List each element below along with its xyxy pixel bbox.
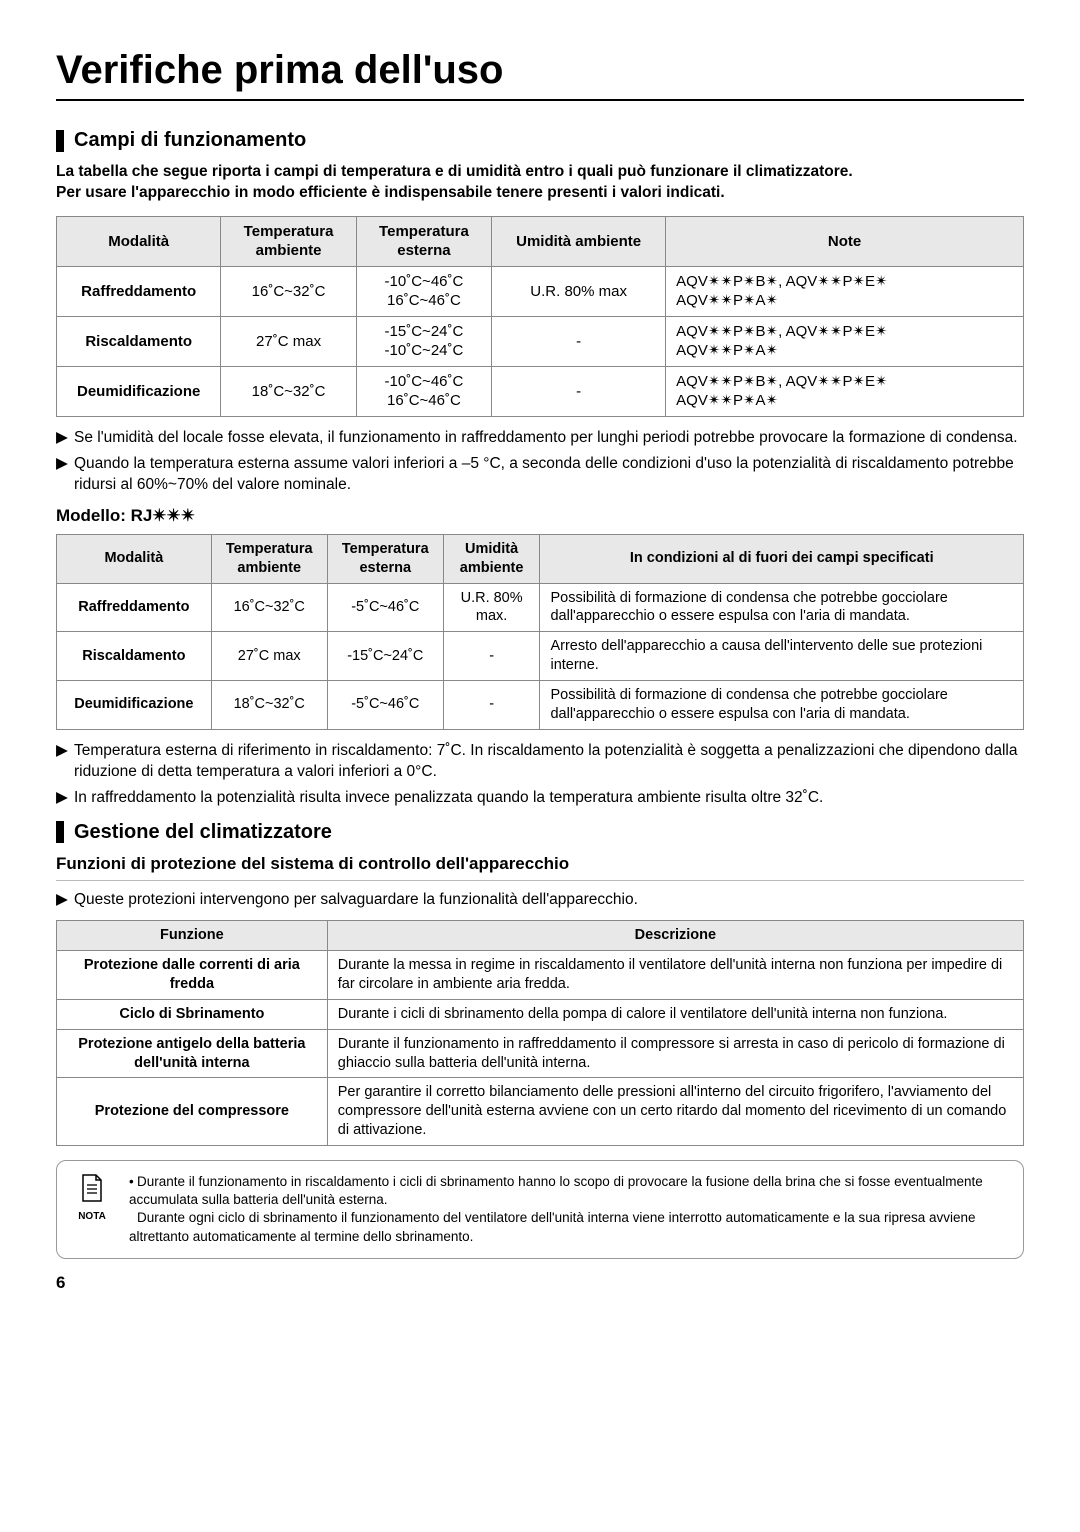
list-item-text: Temperatura esterna di riferimento in ri… <box>74 740 1024 783</box>
cell-mode: Deumidificazione <box>57 366 221 416</box>
cell-ext: -10˚C~46˚C16˚C~46˚C <box>356 266 491 316</box>
cell-function: Ciclo di Sbrinamento <box>57 999 328 1029</box>
cell-description: Durante il funzionamento in raffreddamen… <box>327 1029 1023 1078</box>
note-icon <box>79 1173 105 1203</box>
col-amb-temp: Temperatura ambiente <box>221 216 356 266</box>
col-amb-temp: Temperatura ambiente <box>211 534 327 583</box>
arrow-icon: ▶ <box>56 453 74 496</box>
cell-note: AQV✴✴P✴B✴, AQV✴✴P✴E✴AQV✴✴P✴A✴ <box>666 316 1024 366</box>
model-heading: Modello: RJ✴✴✴ <box>56 506 1024 526</box>
table-row: Deumidificazione18˚C~32˚C-10˚C~46˚C16˚C~… <box>57 366 1024 416</box>
cell-cond: Arresto dell'apparecchio a causa dell'in… <box>540 632 1024 681</box>
cell-ext: -15˚C~24˚C <box>327 632 443 681</box>
cell-function: Protezione antigelo della batteria dell'… <box>57 1029 328 1078</box>
cell-mode: Deumidificazione <box>57 680 212 729</box>
cell-hum: U.R. 80% max <box>492 266 666 316</box>
list-item-text: Quando la temperatura esterna assume val… <box>74 453 1024 496</box>
note-box: NOTA •Durante il funzionamento in riscal… <box>56 1160 1024 1259</box>
notes-list-3: ▶Queste protezioni intervengono per salv… <box>56 889 1024 911</box>
protection-functions-table: Funzione Descrizione Protezione dalle co… <box>56 920 1024 1146</box>
intro-paragraph: La tabella che segue riporta i campi di … <box>56 162 1024 204</box>
note-label: NOTA <box>71 1210 113 1224</box>
cell-amb: 18˚C~32˚C <box>221 366 356 416</box>
cell-mode: Riscaldamento <box>57 632 212 681</box>
col-mode: Modalità <box>57 216 221 266</box>
model-ranges-table: Modalità Temperatura ambiente Temperatur… <box>56 534 1024 730</box>
table-row: Riscaldamento27˚C max-15˚C~24˚C-10˚C~24˚… <box>57 316 1024 366</box>
arrow-icon: ▶ <box>56 787 74 809</box>
cell-amb: 27˚C max <box>211 632 327 681</box>
section-operating-ranges-header: Campi di funzionamento <box>56 129 1024 152</box>
col-mode: Modalità <box>57 534 212 583</box>
cell-mode: Raffreddamento <box>57 266 221 316</box>
cell-amb: 16˚C~32˚C <box>221 266 356 316</box>
table-row: Ciclo di SbrinamentoDurante i cicli di s… <box>57 999 1024 1029</box>
cell-function: Protezione del compressore <box>57 1078 328 1146</box>
cell-mode: Raffreddamento <box>57 583 212 632</box>
cell-ext: -5˚C~46˚C <box>327 680 443 729</box>
cell-description: Durante i cicli di sbrinamento della pom… <box>327 999 1023 1029</box>
list-item-text: Se l'umidità del locale fosse elevata, i… <box>74 427 1024 449</box>
operating-ranges-table: Modalità Temperatura ambiente Temperatur… <box>56 216 1024 417</box>
table-row: Protezione antigelo della batteria dell'… <box>57 1029 1024 1078</box>
section-bar-icon <box>56 821 64 843</box>
table-row: Raffreddamento16˚C~32˚C-5˚C~46˚CU.R. 80%… <box>57 583 1024 632</box>
table-row: Protezione del compressorePer garantire … <box>57 1078 1024 1146</box>
cell-hum: - <box>443 632 540 681</box>
list-item: ▶Se l'umidità del locale fosse elevata, … <box>56 427 1024 449</box>
arrow-icon: ▶ <box>56 740 74 783</box>
list-item: ▶In raffreddamento la potenzialità risul… <box>56 787 1024 809</box>
cell-hum: - <box>443 680 540 729</box>
notes-list-1: ▶Se l'umidità del locale fosse elevata, … <box>56 427 1024 496</box>
table-row: Riscaldamento27˚C max-15˚C~24˚C-Arresto … <box>57 632 1024 681</box>
cell-ext: -10˚C~46˚C16˚C~46˚C <box>356 366 491 416</box>
section-management-title: Gestione del climatizzatore <box>74 821 332 844</box>
note-icon-column: NOTA <box>71 1173 113 1246</box>
col-ext-temp: Temperatura esterna <box>327 534 443 583</box>
table-row: Raffreddamento16˚C~32˚C-10˚C~46˚C16˚C~46… <box>57 266 1024 316</box>
list-item-text: In raffreddamento la potenzialità risult… <box>74 787 1024 809</box>
cell-note: AQV✴✴P✴B✴, AQV✴✴P✴E✴AQV✴✴P✴A✴ <box>666 366 1024 416</box>
cell-cond: Possibilità di formazione di condensa ch… <box>540 583 1024 632</box>
section-operating-ranges-title: Campi di funzionamento <box>74 129 306 152</box>
cell-note: AQV✴✴P✴B✴, AQV✴✴P✴E✴AQV✴✴P✴A✴ <box>666 266 1024 316</box>
list-item: ▶Temperatura esterna di riferimento in r… <box>56 740 1024 783</box>
arrow-icon: ▶ <box>56 427 74 449</box>
page-number: 6 <box>56 1273 1024 1293</box>
list-item: ▶Quando la temperatura esterna assume va… <box>56 453 1024 496</box>
list-item: ▶Queste protezioni intervengono per salv… <box>56 889 1024 911</box>
cell-amb: 27˚C max <box>221 316 356 366</box>
table-row: Deumidificazione18˚C~32˚C-5˚C~46˚C-Possi… <box>57 680 1024 729</box>
notes-list-2: ▶Temperatura esterna di riferimento in r… <box>56 740 1024 809</box>
cell-ext: -5˚C~46˚C <box>327 583 443 632</box>
protection-functions-heading: Funzioni di protezione del sistema di co… <box>56 854 1024 874</box>
col-description: Descrizione <box>327 921 1023 951</box>
page-title: Verifiche prima dell'uso <box>56 48 1024 101</box>
cell-hum: - <box>492 366 666 416</box>
cell-amb: 16˚C~32˚C <box>211 583 327 632</box>
cell-function: Protezione dalle correnti di aria fredda <box>57 951 328 1000</box>
cell-hum: U.R. 80% max. <box>443 583 540 632</box>
col-notes: Note <box>666 216 1024 266</box>
cell-description: Durante la messa in regime in riscaldame… <box>327 951 1023 1000</box>
divider <box>56 880 1024 881</box>
cell-cond: Possibilità di formazione di condensa ch… <box>540 680 1024 729</box>
col-conditions: In condizioni al di fuori dei campi spec… <box>540 534 1024 583</box>
list-item-text: Queste protezioni intervengono per salva… <box>74 889 1024 911</box>
col-ext-temp: Temperatura esterna <box>356 216 491 266</box>
col-humidity: Umidità ambiente <box>443 534 540 583</box>
cell-mode: Riscaldamento <box>57 316 221 366</box>
cell-amb: 18˚C~32˚C <box>211 680 327 729</box>
cell-ext: -15˚C~24˚C-10˚C~24˚C <box>356 316 491 366</box>
section-bar-icon <box>56 130 64 152</box>
col-function: Funzione <box>57 921 328 951</box>
section-management-header: Gestione del climatizzatore <box>56 821 1024 844</box>
cell-description: Per garantire il corretto bilanciamento … <box>327 1078 1023 1146</box>
cell-hum: - <box>492 316 666 366</box>
arrow-icon: ▶ <box>56 889 74 911</box>
note-text: •Durante il funzionamento in riscaldamen… <box>129 1173 1009 1246</box>
col-humidity: Umidità ambiente <box>492 216 666 266</box>
table-row: Protezione dalle correnti di aria fredda… <box>57 951 1024 1000</box>
